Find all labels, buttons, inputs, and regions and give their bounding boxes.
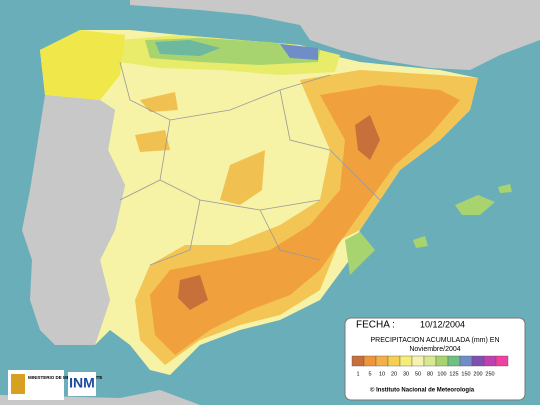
rain-zone (150, 85, 460, 355)
scale-swatch (495, 355, 509, 367)
legend-period: Noviembre/2004 (409, 346, 460, 353)
france (130, 0, 540, 70)
island (498, 184, 512, 193)
portugal (22, 95, 125, 345)
island (455, 195, 495, 215)
date: 10/12/2004 (420, 319, 465, 329)
ministry-name: MINISTERIO DE MEDIO AMBIENTE (28, 375, 102, 380)
island (413, 236, 428, 248)
logo-emblem (11, 374, 25, 394)
scale-label: 150 (461, 371, 470, 377)
scale-label: 10 (379, 371, 385, 377)
legend-title: PRECIPITACION ACUMULADA (mm) EN (371, 337, 500, 344)
scale-label: 1 (356, 371, 359, 377)
rain-zone (155, 40, 220, 56)
rain-zone (355, 115, 380, 160)
scale-label: 80 (427, 371, 433, 377)
logo-box (68, 372, 96, 396)
scale-label: 30 (403, 371, 409, 377)
rain-zone (345, 232, 375, 275)
rain-zone (220, 150, 265, 205)
scale-label: 50 (415, 371, 421, 377)
scale-swatch (471, 355, 485, 367)
border (119, 61, 381, 266)
scale-swatch (375, 355, 389, 367)
scale-label: 200 (473, 371, 482, 377)
inm-logo: INM (69, 375, 95, 391)
scale-swatch (483, 355, 497, 367)
scale-label: 125 (449, 371, 458, 377)
scale-label: 250 (485, 371, 494, 377)
scale-swatch (459, 355, 473, 367)
scale-label: 20 (391, 371, 397, 377)
scale-swatch (423, 355, 437, 367)
date-label: FECHA : (356, 320, 395, 331)
scale-swatch (387, 355, 401, 367)
rain-zone (178, 275, 208, 310)
color-scale: 1 5 10 20 30 50 80 100 125 150 200 250 (351, 355, 509, 377)
scale-swatch (411, 355, 425, 367)
rain-zone (40, 30, 125, 100)
scale-label: 100 (437, 371, 446, 377)
africa (0, 390, 200, 405)
scale-label: 5 (368, 371, 371, 377)
rain-zone (135, 130, 170, 152)
rain-zone (140, 92, 178, 112)
scale-swatch (351, 355, 365, 367)
scale-swatch (363, 355, 377, 367)
credit: © Instituto Nacional de Meteorología (370, 387, 475, 394)
rain-zone (280, 44, 318, 60)
scale-swatch (435, 355, 449, 367)
scale-swatch (399, 355, 413, 367)
scale-swatch (447, 355, 461, 367)
